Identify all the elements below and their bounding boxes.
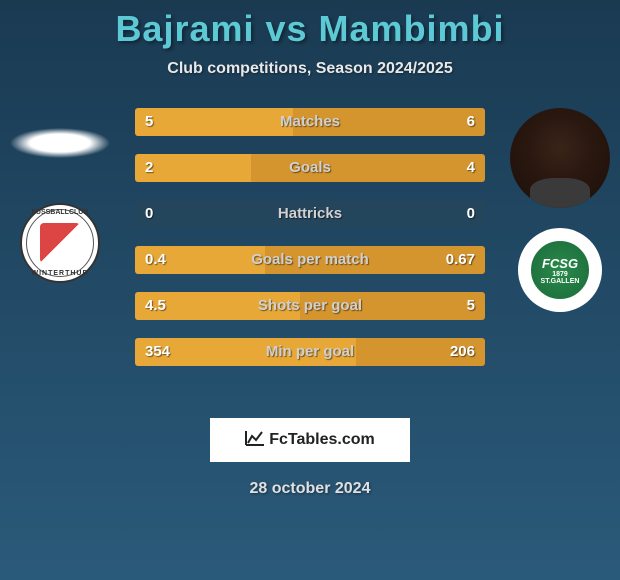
stat-row: 354206Min per goal [135, 338, 485, 366]
stat-label: Hattricks [135, 200, 485, 228]
club-badge-stgallen: FCSG 1879 ST.GALLEN [518, 228, 602, 312]
stat-label: Goals per match [135, 246, 485, 274]
stat-label: Goals [135, 154, 485, 182]
comparison-content: FUSSBALLCLUB WINTERTHUR FCSG 1879 ST.GAL… [0, 108, 620, 428]
stat-row: 24Goals [135, 154, 485, 182]
watermark-text: FcTables.com [269, 431, 375, 449]
page-subtitle: Club competitions, Season 2024/2025 [0, 60, 620, 78]
club-badge-right-text1: FCSG [542, 256, 578, 271]
club-badge-winterthur: FUSSBALLCLUB WINTERTHUR [20, 203, 100, 283]
player-right-avatar [510, 108, 610, 208]
footer-date: 28 october 2024 [0, 480, 620, 498]
club-badge-left-logo-icon [40, 223, 80, 263]
player-left-avatar [10, 113, 110, 173]
stat-row: 56Matches [135, 108, 485, 136]
left-player-column: FUSSBALLCLUB WINTERTHUR [10, 108, 110, 283]
club-badge-left-bottom-text: WINTERTHUR [31, 270, 88, 277]
club-badge-right-text2: 1879 [552, 271, 568, 278]
right-player-column: FCSG 1879 ST.GALLEN [510, 108, 610, 312]
stat-row: 4.55Shots per goal [135, 292, 485, 320]
stat-label: Shots per goal [135, 292, 485, 320]
club-badge-left-top-text: FUSSBALLCLUB [32, 209, 89, 216]
club-badge-right-text3: ST.GALLEN [541, 278, 580, 285]
stat-row: 0.40.67Goals per match [135, 246, 485, 274]
stats-bars: 56Matches 24Goals 00Hattricks 0.40.67Goals … [135, 108, 485, 384]
club-badge-right-logo-icon: FCSG 1879 ST.GALLEN [528, 238, 592, 302]
stat-label: Min per goal [135, 338, 485, 366]
stat-row: 00Hattricks [135, 200, 485, 228]
page-title: Bajrami vs Mambimbi [0, 0, 620, 50]
stat-label: Matches [135, 108, 485, 136]
watermark-chart-icon [245, 430, 265, 451]
